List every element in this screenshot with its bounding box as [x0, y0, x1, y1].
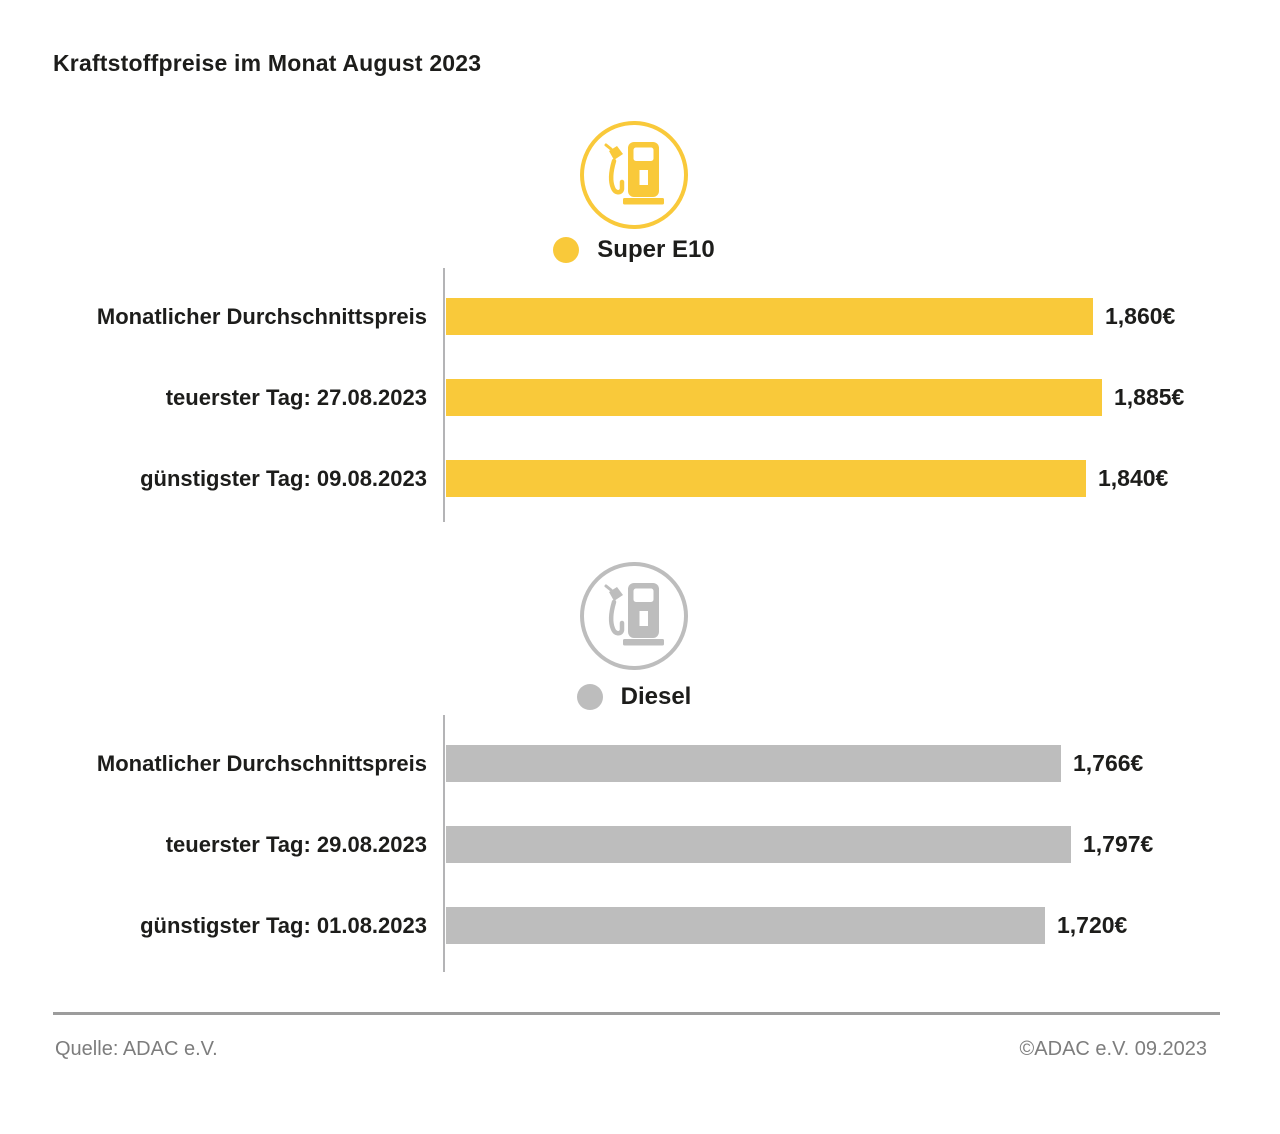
bar-value-label: 1,766€	[1073, 750, 1144, 776]
bar	[446, 826, 1071, 863]
legend-label: Diesel	[620, 683, 692, 710]
legend-super-e10: Super E10	[384, 236, 884, 264]
bar-value-label: 1,720€	[1057, 912, 1128, 938]
bar	[446, 298, 1093, 335]
legend-diesel: Diesel	[384, 683, 884, 711]
bar-row: teuerster Tag: 27.08.2023 1,885€	[0, 379, 1280, 416]
bar-category-label: teuerster Tag: 27.08.2023	[165, 384, 427, 410]
bar-value-label: 1,840€	[1098, 465, 1169, 491]
bar-value-label: 1,797€	[1083, 831, 1154, 857]
chart-super-e10: Monatlicher Durchschnittspreis 1,860€ teue…	[0, 268, 1280, 522]
bar-category-label: teuerster Tag: 29.08.2023	[165, 831, 427, 857]
bar-row: günstigster Tag: 01.08.2023 1,720€	[0, 907, 1280, 944]
fuel-pump-glyph	[604, 583, 664, 646]
legend-dot-icon	[576, 684, 603, 710]
copyright-text: ©ADAC e.V. 09.2023	[1019, 1038, 1207, 1060]
source-text: Quelle: ADAC e.V.	[55, 1038, 218, 1060]
fuel-pump-glyph	[604, 142, 664, 205]
legend-label: Super E10	[597, 236, 715, 263]
bar-row: teuerster Tag: 29.08.2023 1,797€	[0, 826, 1280, 863]
bar	[446, 907, 1045, 944]
y-axis-line	[443, 715, 445, 972]
bar-category-label: Monatlicher Durchschnittspreis	[96, 750, 427, 776]
legend-dot-icon	[553, 237, 580, 263]
page-title: Kraftstoffpreise im Monat August 2023	[53, 50, 482, 76]
bar	[446, 379, 1102, 416]
footer-divider	[53, 1012, 1220, 1015]
bar-row: Monatlicher Durchschnittspreis 1,766€	[0, 745, 1280, 782]
fuel-pump-icon	[580, 121, 688, 229]
bar-value-label: 1,860€	[1105, 303, 1176, 329]
bar-category-label: Monatlicher Durchschnittspreis	[96, 303, 427, 329]
fuel-pump-icon	[580, 562, 688, 670]
y-axis-line	[443, 268, 445, 522]
bar-value-label: 1,885€	[1114, 384, 1185, 410]
chart-diesel: Monatlicher Durchschnittspreis 1,766€ teue…	[0, 715, 1280, 972]
bar-row: Monatlicher Durchschnittspreis 1,860€	[0, 298, 1280, 335]
bar-row: günstigster Tag: 09.08.2023 1,840€	[0, 460, 1280, 497]
bar-rows: Monatlicher Durchschnittspreis 1,766€ teue…	[0, 715, 1280, 944]
bar-rows: Monatlicher Durchschnittspreis 1,860€ teue…	[0, 268, 1280, 497]
bar-category-label: günstigster Tag: 01.08.2023	[140, 912, 427, 938]
bar-category-label: günstigster Tag: 09.08.2023	[140, 465, 427, 491]
bar	[446, 460, 1086, 497]
bar	[446, 745, 1061, 782]
